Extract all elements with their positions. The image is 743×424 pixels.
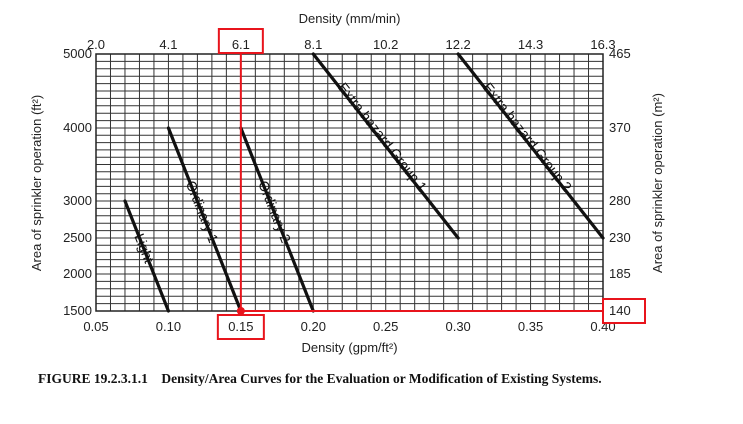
y-right-tick-label: 185 bbox=[609, 266, 631, 281]
highlight-right-box bbox=[602, 298, 646, 324]
y-left-axis-title: Area of sprinkler operation (ft²) bbox=[29, 95, 44, 271]
curve-label-2: Ordinary 2 bbox=[255, 178, 294, 245]
x-axis-title: Density (gpm/ft²) bbox=[301, 340, 397, 355]
y-right-tick-label: 230 bbox=[609, 230, 631, 245]
chart-ticks: 0.05 0.10 0.15 0.20 0.25 0.30 0.35 0.402.0 4.1 6.… bbox=[63, 37, 631, 334]
y-right-tick-label: 140 bbox=[609, 303, 631, 318]
curve-line-4 bbox=[456, 52, 605, 240]
x-top-tick-label: 2.0 bbox=[87, 37, 105, 52]
y-left-tick-label: 4000 bbox=[63, 120, 92, 135]
x-top-tick-label: 6.1 bbox=[232, 37, 250, 52]
curve-line-0 bbox=[123, 199, 171, 313]
curve-line-2 bbox=[239, 126, 315, 313]
highlight-point bbox=[236, 307, 245, 315]
x-tick-label: 0.10 bbox=[156, 319, 181, 334]
x-tick-label: 0.15 bbox=[228, 319, 253, 334]
figure-caption: FIGURE 19.2.3.1.1 Density/Area Curves fo… bbox=[38, 370, 738, 388]
y-right-axis-title: Area of sprinkler operation (m²) bbox=[650, 93, 665, 273]
curve-label-3: Extra hazard Group 1 bbox=[335, 79, 430, 194]
x-top-tick-label: 8.1 bbox=[304, 37, 322, 52]
x-tick-label: 0.20 bbox=[301, 319, 326, 334]
y-right-tick-label: 280 bbox=[609, 193, 631, 208]
x-top-tick-label: 16.3 bbox=[590, 37, 615, 52]
x-top-tick-label: 12.2 bbox=[445, 37, 470, 52]
density-area-chart: 0.05 0.10 0.15 0.20 0.25 0.30 0.35 0.402.0 4.1 6.… bbox=[29, 11, 665, 355]
y-right-tick-label: 465 bbox=[609, 46, 631, 61]
chart-highlights bbox=[216, 28, 646, 340]
x-tick-label: 0.35 bbox=[518, 319, 543, 334]
highlight-top-box bbox=[217, 28, 264, 54]
curve-line-3 bbox=[311, 52, 460, 240]
y-left-tick-label: 3000 bbox=[63, 193, 92, 208]
x-tick-label: 0.05 bbox=[83, 319, 108, 334]
y-right-tick-label: 370 bbox=[609, 120, 631, 135]
x-top-tick-label: 4.1 bbox=[159, 37, 177, 52]
chart-grid bbox=[95, 53, 604, 312]
figure-caption-text: Density/Area Curves for the Evaluation o… bbox=[161, 371, 602, 386]
x-top-tick-label: 10.2 bbox=[373, 37, 398, 52]
highlight-bottom-box bbox=[216, 314, 265, 340]
y-left-tick-label: 1500 bbox=[63, 303, 92, 318]
y-left-tick-label: 2000 bbox=[63, 266, 92, 281]
y-left-tick-label: 5000 bbox=[63, 46, 92, 61]
curve-label-4: Extra hazard Group 2 bbox=[480, 79, 575, 194]
x-tick-label: 0.30 bbox=[445, 319, 470, 334]
figure-number: FIGURE 19.2.3.1.1 bbox=[38, 371, 148, 386]
top-axis-title: Density (mm/min) bbox=[299, 11, 401, 26]
curve-label-1: Ordinary 1 bbox=[183, 178, 222, 245]
x-top-tick-label: 14.3 bbox=[518, 37, 543, 52]
x-tick-label: 0.25 bbox=[373, 319, 398, 334]
y-left-tick-label: 2500 bbox=[63, 230, 92, 245]
curve-line-1 bbox=[166, 126, 243, 313]
